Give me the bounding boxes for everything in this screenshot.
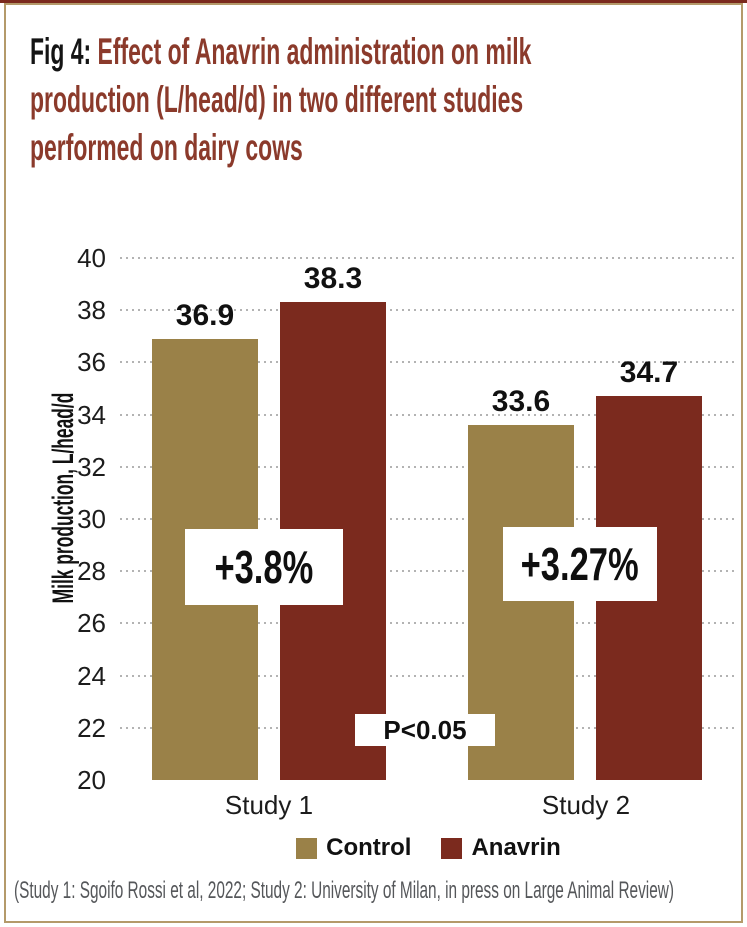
figure-title: Fig 4: Effect of Anavrin administration …: [30, 28, 747, 172]
y-tick-28: 28: [77, 556, 106, 587]
annotation-text-2: +3.27%: [521, 538, 639, 590]
y-tick-36: 36: [77, 347, 106, 378]
y-tick-24: 24: [77, 660, 106, 691]
legend-swatch-anavrin: [441, 837, 463, 859]
gridline-y-26: [120, 622, 737, 625]
legend-swatch-control: [296, 837, 318, 859]
legend-item-control: Control: [296, 834, 411, 862]
y-tick-26: 26: [77, 608, 106, 639]
value-label-anavrin-study-1: 38.3: [303, 262, 363, 296]
chart-legend: Control Anavrin: [120, 834, 737, 862]
annotation-box-1: +3.8%: [185, 529, 343, 605]
value-label-control-study-1: 36.9: [175, 298, 235, 332]
figure-number: Fig 4:: [30, 31, 92, 72]
gridline-y-38: [120, 309, 737, 312]
y-tick-30: 30: [77, 504, 106, 534]
gridline-y-24: [120, 674, 737, 677]
x-category-label-study-2: Study 2: [541, 790, 631, 820]
gridline-y-30: [120, 518, 737, 520]
gridline-y-36: [120, 361, 737, 364]
top-accent-rule: [0, 0, 747, 3]
y-tick-40: 40: [77, 243, 106, 273]
x-category-label-study-1: Study 1: [224, 790, 314, 820]
annotation-box-2: +3.27%: [503, 527, 657, 601]
value-label-anavrin-study-2: 34.7: [619, 356, 679, 390]
y-tick-34: 34: [77, 399, 106, 430]
y-tick-20: 20: [77, 765, 106, 795]
gridline-y-32: [120, 465, 737, 468]
y-tick-32: 32: [77, 451, 106, 482]
legend-item-anavrin: Anavrin: [441, 834, 561, 862]
legend-label-anavrin: Anavrin: [471, 834, 561, 861]
value-label-control-study-2: 33.6: [491, 385, 551, 419]
figure-title-line-2: production (L/head/d) in two different s…: [30, 79, 524, 120]
figure-title-line-1: Fig 4: Effect of Anavrin administration …: [30, 31, 532, 72]
y-tick-38: 38: [77, 295, 106, 326]
gridline-y-40: [120, 257, 737, 259]
annotation-text-1: +3.8%: [214, 541, 314, 593]
gridline-y-28: [120, 570, 737, 573]
gridline-y-34: [120, 413, 737, 416]
figure-title-line-3: performed on dairy cows: [30, 127, 303, 168]
p-value-note: P<0.05: [355, 714, 495, 746]
legend-label-control: Control: [326, 834, 412, 861]
source-footnote: (Study 1: Sgoifo Rossi et al, 2022; Stud…: [14, 877, 674, 904]
y-tick-22: 22: [77, 712, 106, 743]
